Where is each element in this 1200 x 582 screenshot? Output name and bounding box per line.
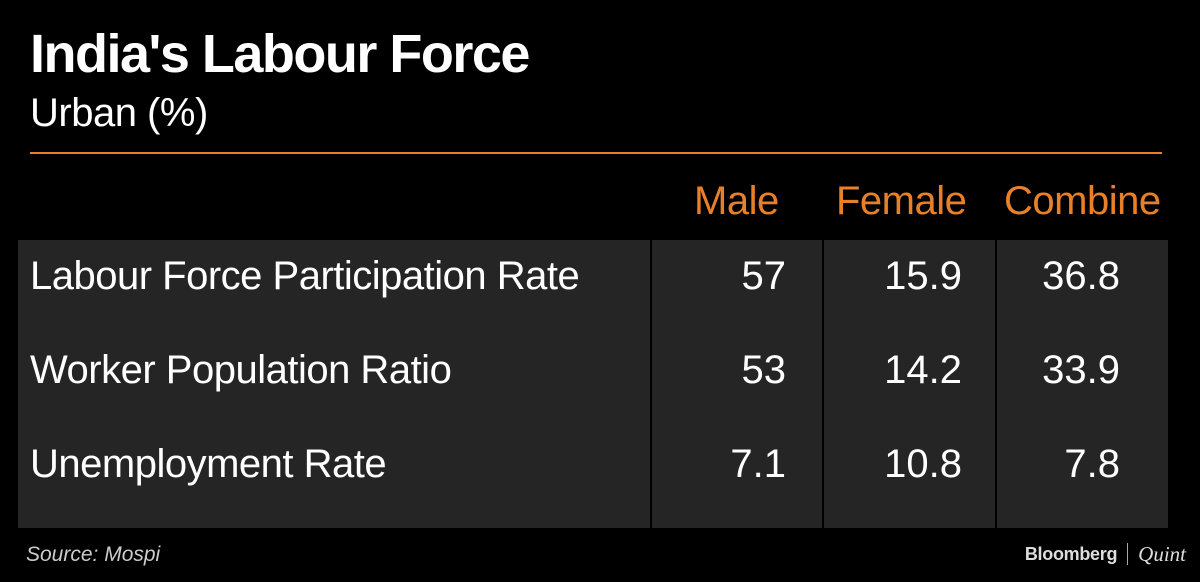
brand-logo: Bloomberg Quint [1025, 538, 1186, 570]
divider-rule [30, 152, 1162, 154]
table-cell: 7.8 [1064, 442, 1120, 486]
table-body [18, 240, 1168, 528]
column-divider [995, 240, 997, 528]
table-cell: 36.8 [1042, 254, 1120, 298]
column-divider [650, 240, 652, 528]
table-cell: 10.8 [884, 442, 962, 486]
logo-bloomberg: Bloomberg [1024, 543, 1118, 564]
table-cell: 57 [741, 254, 787, 298]
logo-quint: Quint [1138, 541, 1186, 566]
chart-title: India's Labour Force [30, 24, 530, 84]
column-header-male: Male [694, 179, 779, 223]
table-cell: 15.9 [884, 254, 962, 298]
row-label-worker-population-ratio: Worker Population Ratio [30, 348, 452, 392]
column-header-combined: Combine [1004, 179, 1161, 223]
table-cell: 33.9 [1042, 348, 1120, 392]
chart-subtitle: Urban (%) [30, 91, 208, 135]
table-cell: 7.1 [730, 442, 786, 486]
row-label-participation-rate: Labour Force Participation Rate [30, 254, 580, 298]
column-divider [822, 240, 824, 528]
logo-separator [1127, 543, 1129, 565]
table-cell: 53 [741, 348, 787, 392]
row-label-unemployment-rate: Unemployment Rate [30, 442, 387, 486]
source-note: Source: Mospi [26, 543, 161, 566]
column-header-female: Female [836, 179, 967, 223]
table-cell: 14.2 [884, 348, 962, 392]
